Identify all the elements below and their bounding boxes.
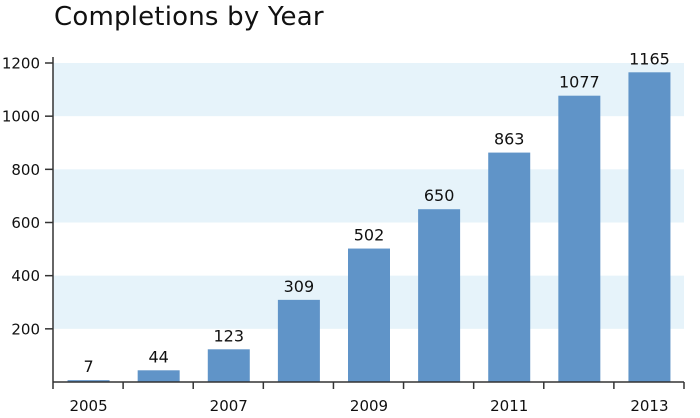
chart-title: Completions by Year (54, 2, 324, 32)
data-label: 309 (284, 277, 315, 296)
x-tick-label: 2011 (490, 397, 528, 415)
y-tick-label: 1000 (2, 108, 40, 126)
data-label: 1077 (559, 73, 600, 92)
data-label: 7 (83, 357, 93, 376)
bar-2013 (628, 72, 671, 382)
x-tick-label: 2009 (350, 397, 388, 415)
data-label: 502 (354, 226, 385, 245)
x-tick-label: 2005 (69, 397, 107, 415)
data-label: 123 (214, 326, 245, 345)
bars (67, 72, 671, 382)
data-label: 650 (424, 186, 455, 205)
bar-2010 (418, 209, 461, 382)
bar-2011 (488, 152, 531, 382)
axes (45, 57, 685, 389)
data-label: 863 (494, 130, 525, 149)
bar-2007 (207, 349, 250, 382)
bar-2012 (558, 95, 601, 382)
y-tick-label: 1200 (2, 55, 40, 73)
x-tick-label: 2013 (630, 397, 668, 415)
bar-2006 (137, 370, 180, 382)
y-tick-label: 200 (11, 320, 40, 338)
data-label: 1165 (629, 49, 670, 68)
bar-2005 (67, 380, 110, 382)
labels: 200 400 600 800 1000 1200 2005 2007 2009 2011 2013… (2, 49, 670, 415)
bar-2008 (277, 299, 320, 382)
bar-2009 (348, 248, 390, 382)
y-tick-label: 400 (11, 267, 40, 285)
y-tick-label: 800 (11, 161, 40, 179)
y-tick-label: 600 (11, 214, 40, 232)
data-label: 44 (148, 347, 168, 366)
x-tick-label: 2007 (210, 397, 248, 415)
